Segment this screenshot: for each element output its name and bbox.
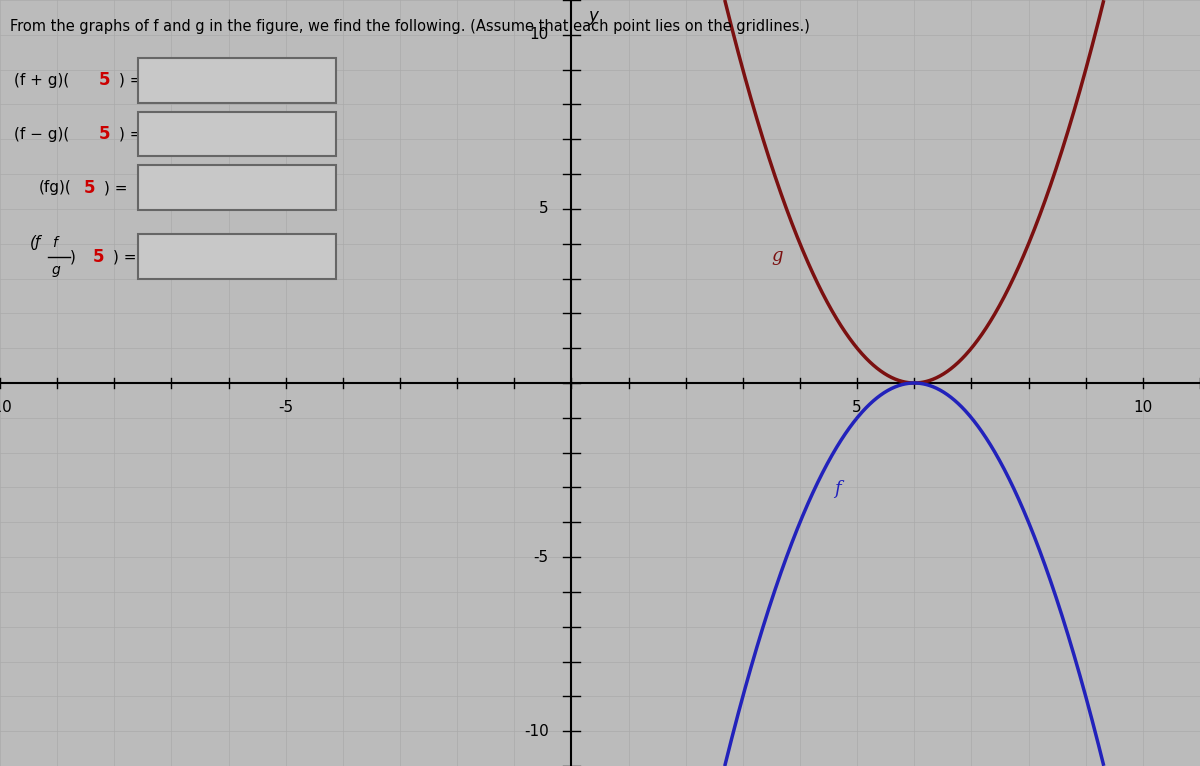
Text: y: y <box>588 7 599 25</box>
Text: -5: -5 <box>534 549 548 565</box>
Bar <box>138 165 336 210</box>
Text: 10: 10 <box>1133 401 1152 415</box>
Bar <box>138 58 336 103</box>
Text: 5: 5 <box>84 178 96 197</box>
Text: g: g <box>52 264 60 277</box>
Text: -10: -10 <box>0 401 12 415</box>
Text: 5: 5 <box>98 125 110 143</box>
Text: (ƒ: (ƒ <box>30 235 41 250</box>
Text: f: f <box>834 480 841 499</box>
Text: -5: -5 <box>278 401 293 415</box>
Text: ): ) <box>70 249 76 264</box>
Text: (f + g)(: (f + g)( <box>14 73 70 88</box>
Text: -10: -10 <box>524 724 548 738</box>
Text: f: f <box>52 236 56 250</box>
Text: 5: 5 <box>98 71 110 90</box>
Text: 10: 10 <box>529 28 548 42</box>
Text: ) =: ) = <box>113 249 137 264</box>
Bar <box>138 234 336 279</box>
Text: 5: 5 <box>852 401 862 415</box>
Text: From the graphs of f and g in the figure, we find the following. (Assume that ea: From the graphs of f and g in the figure… <box>10 19 810 34</box>
Text: 5: 5 <box>539 201 548 217</box>
Text: ) =: ) = <box>104 180 128 195</box>
Text: (f − g)(: (f − g)( <box>14 126 70 142</box>
Text: ) =: ) = <box>119 126 143 142</box>
Text: g: g <box>772 247 782 265</box>
Text: ) =: ) = <box>119 73 143 88</box>
Text: (fg)(: (fg)( <box>38 180 71 195</box>
Bar <box>138 112 336 156</box>
Text: 5: 5 <box>92 247 104 266</box>
